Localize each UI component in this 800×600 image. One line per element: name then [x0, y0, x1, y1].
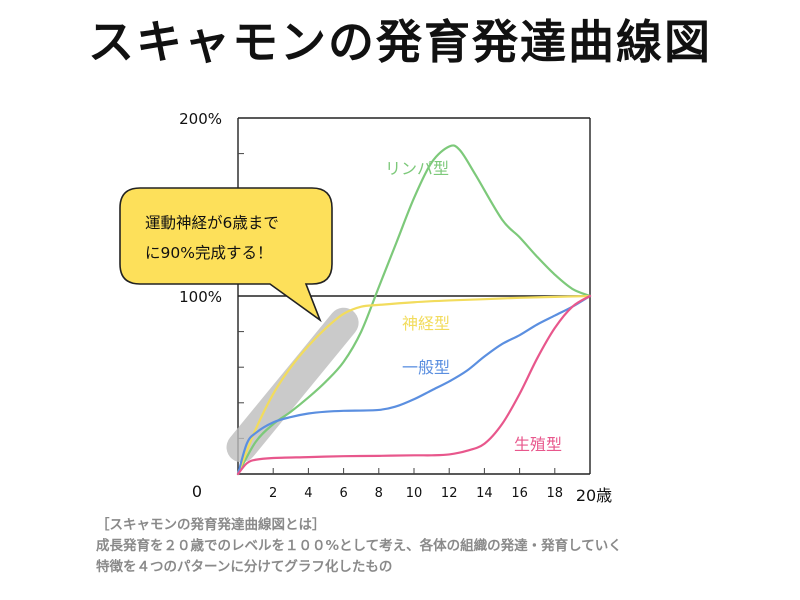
chart-series	[226, 144, 592, 476]
x-tick-label: 12	[441, 486, 458, 501]
y-tick-label: 200%	[179, 110, 222, 128]
callout-bubble: 運動神経が6歳まで に90%完成する！	[119, 187, 333, 323]
series-general-line	[236, 294, 592, 476]
caption-heading: ［スキャモンの発育発達曲線図とは］	[96, 517, 326, 533]
x-tick-label: 8	[375, 486, 383, 501]
series-reproductive-line	[236, 294, 592, 476]
x-tick-label: 18	[547, 486, 564, 501]
x-tick-label: 2	[269, 486, 277, 501]
series-general-label: 一般型	[402, 358, 450, 377]
series-lymphoid-label: リンパ型	[385, 159, 449, 178]
x-tick-label: 6	[339, 486, 347, 501]
series-neural-line	[236, 294, 592, 476]
callout-line-1: 運動神経が6歳まで	[145, 214, 279, 232]
origin-label: 0	[192, 482, 202, 501]
caption: ［スキャモンの発育発達曲線図とは］ 成長発育を２０歳でのレベルを１００%として考…	[96, 515, 776, 578]
x-end-label: 20歳	[576, 486, 612, 505]
caption-line-3: 特徴を４つのパターンに分けてグラフ化したもの	[96, 559, 393, 575]
highlight-band	[226, 307, 359, 463]
page-title: スキャモンの発育発達曲線図	[88, 15, 712, 69]
x-tick-label: 16	[511, 486, 528, 501]
series-neural-label: 神経型	[402, 314, 450, 333]
x-tick-label: 4	[304, 486, 312, 501]
callout-line-2: に90%完成する！	[145, 244, 272, 262]
series-lymphoid-line	[236, 144, 592, 476]
y-tick-label: 100%	[179, 288, 222, 306]
x-tick-label: 14	[476, 486, 493, 501]
caption-line-2: 成長発育を２０歳でのレベルを１００%として考え、各体の組織の発達・発育していく	[96, 538, 622, 554]
x-tick-label: 10	[406, 486, 423, 501]
callout-shape	[119, 187, 333, 323]
series-reproductive-label: 生殖型	[514, 435, 562, 454]
